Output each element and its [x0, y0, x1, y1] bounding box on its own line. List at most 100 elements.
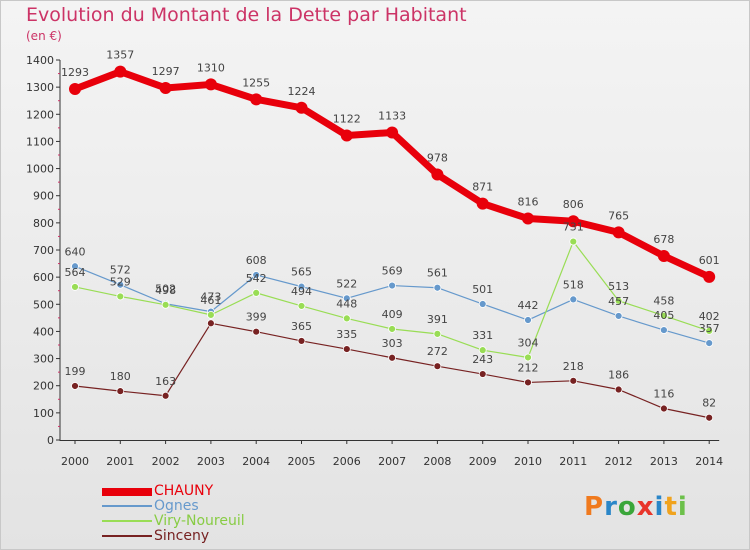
data-point — [116, 280, 125, 289]
data-label: 405 — [653, 309, 674, 322]
data-label: 448 — [336, 297, 357, 310]
data-point — [388, 281, 397, 290]
data-label: 1122 — [333, 112, 361, 125]
data-point — [297, 337, 306, 345]
data-label: 816 — [518, 196, 539, 209]
data-label: 335 — [336, 328, 357, 341]
logo-letter: P — [584, 492, 605, 522]
data-label: 304 — [518, 336, 539, 349]
y-tick-label: 200 — [33, 380, 54, 393]
data-label: 561 — [427, 267, 448, 280]
data-label: 458 — [653, 295, 674, 308]
data-point — [206, 319, 215, 328]
y-tick-label: 900 — [33, 190, 54, 203]
data-point — [161, 300, 170, 309]
data-point — [71, 382, 79, 390]
logo-letter: x — [636, 492, 655, 522]
y-tick-label: 1400 — [26, 54, 54, 67]
data-label: 457 — [608, 295, 629, 308]
y-tick-label: 1200 — [26, 108, 54, 121]
data-point — [614, 385, 623, 394]
x-tick-label: 2001 — [106, 455, 134, 468]
data-point — [433, 283, 442, 292]
data-point — [297, 282, 306, 291]
data-label: 565 — [291, 266, 312, 279]
data-label: 608 — [246, 254, 267, 267]
data-point — [206, 310, 215, 319]
data-point — [614, 296, 623, 305]
data-label: 116 — [653, 388, 674, 401]
data-label: 1357 — [106, 49, 134, 62]
data-point — [567, 215, 580, 228]
x-tick-label: 2012 — [605, 455, 633, 468]
data-label: 399 — [246, 311, 267, 324]
data-label: 601 — [699, 254, 720, 267]
data-label: 1255 — [242, 76, 270, 89]
y-tick-label: 1000 — [26, 163, 54, 176]
y-tick-label: 400 — [33, 325, 54, 338]
data-point — [705, 339, 714, 348]
data-point — [705, 413, 714, 422]
x-tick-label: 2011 — [559, 455, 587, 468]
legend-swatch-viry-noureuil — [102, 520, 152, 522]
x-tick-label: 2003 — [197, 455, 225, 468]
x-tick-label: 2004 — [242, 455, 270, 468]
y-tick-label: 0 — [47, 434, 54, 447]
data-point — [657, 249, 670, 262]
x-tick-label: 2002 — [152, 455, 180, 468]
data-point — [342, 314, 351, 323]
data-label: 180 — [110, 370, 131, 383]
data-label: 765 — [608, 209, 629, 222]
data-label: 163 — [155, 375, 176, 388]
data-point — [297, 302, 306, 310]
x-tick-label: 2007 — [378, 455, 406, 468]
data-label: 1310 — [197, 61, 225, 74]
chart-subtitle: (en €) — [26, 29, 62, 43]
data-label: 640 — [65, 245, 86, 258]
y-tick-label: 500 — [33, 298, 54, 311]
x-tick-label: 2013 — [650, 455, 678, 468]
data-point — [69, 83, 81, 96]
data-label: 199 — [65, 365, 86, 378]
proxiti-logo: Proxiti — [584, 492, 688, 522]
y-tick-label: 1300 — [26, 81, 54, 94]
data-label: 272 — [427, 345, 448, 358]
data-label: 391 — [427, 313, 448, 326]
data-point — [342, 345, 351, 353]
data-label: 218 — [563, 360, 584, 373]
data-label: 365 — [291, 320, 312, 333]
data-point — [386, 126, 399, 139]
data-label: 498 — [155, 284, 176, 297]
data-label: 529 — [110, 275, 131, 288]
data-point — [295, 101, 308, 114]
data-label: 522 — [336, 277, 357, 290]
data-point — [612, 226, 625, 239]
data-point — [433, 329, 442, 338]
x-tick-label: 2008 — [423, 455, 451, 468]
data-point — [478, 300, 487, 308]
data-label: 502 — [155, 283, 176, 296]
data-point — [71, 283, 79, 291]
data-label: 542 — [246, 272, 267, 285]
series-line-chauny — [73, 68, 711, 281]
data-label: 806 — [563, 198, 584, 211]
x-tick-label: 2010 — [514, 455, 542, 468]
data-point — [431, 168, 444, 181]
data-label: 494 — [291, 285, 312, 298]
data-label: 513 — [608, 280, 629, 293]
logo-letter: t — [664, 492, 678, 522]
data-point — [159, 81, 172, 94]
y-tick-label: 600 — [33, 271, 54, 284]
data-label: 82 — [702, 397, 716, 410]
data-point — [161, 391, 170, 400]
data-label: 402 — [699, 310, 720, 323]
data-label: 212 — [518, 361, 539, 374]
data-label: 569 — [382, 265, 403, 278]
legend-swatch-sinceny — [102, 535, 152, 537]
data-point — [250, 93, 263, 106]
data-label: 331 — [472, 329, 493, 342]
logo-letter: i — [677, 492, 688, 522]
legend-label-sinceny: Sinceny — [154, 528, 210, 544]
